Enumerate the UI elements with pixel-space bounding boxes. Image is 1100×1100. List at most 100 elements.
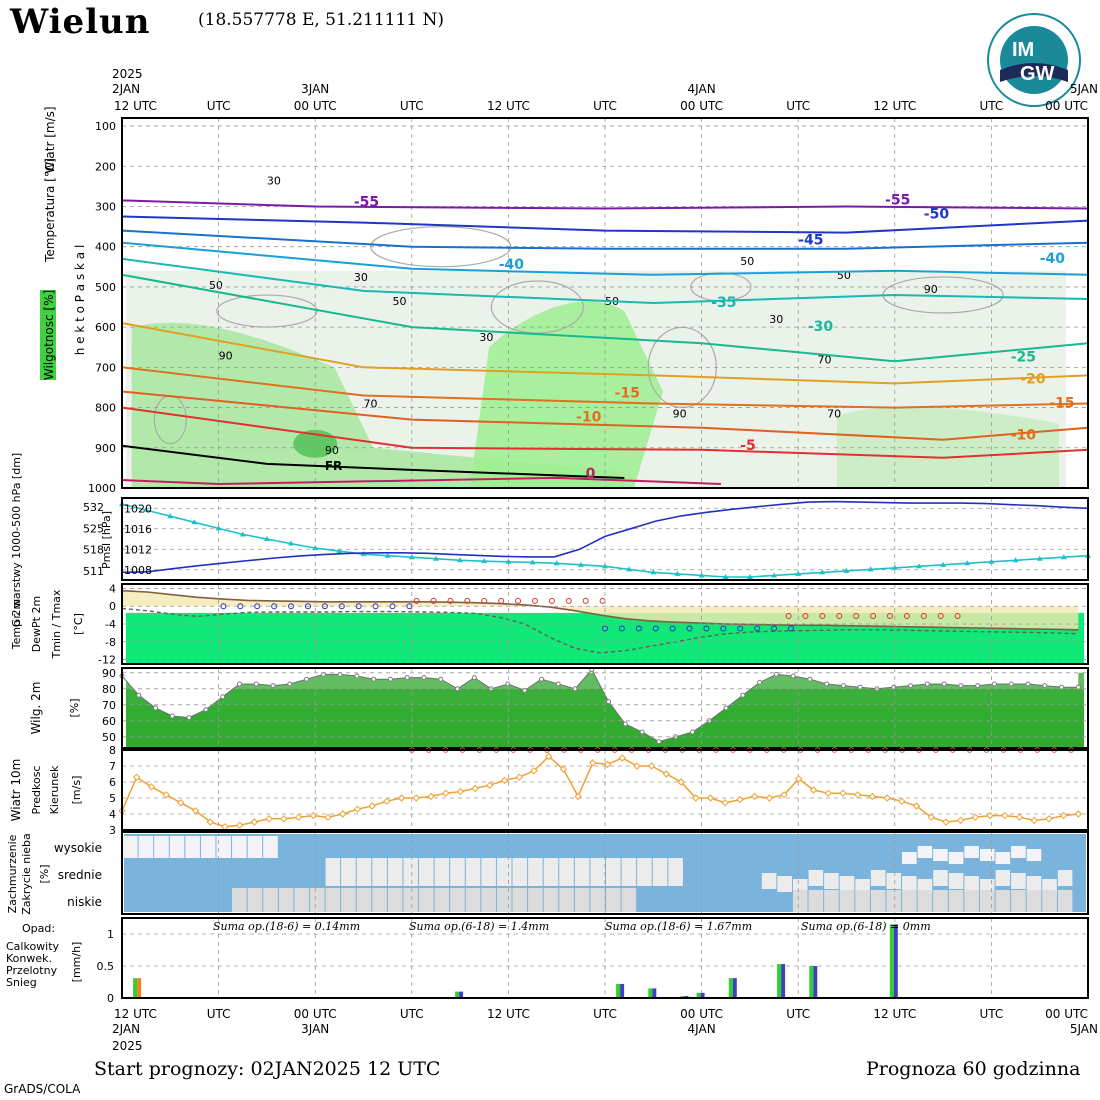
cloud-mid-26 (528, 858, 543, 886)
wind-speed-marker-54 (912, 802, 921, 810)
wind-speed-marker-24 (471, 784, 479, 793)
cloud-low-13 (325, 888, 341, 912)
cloud-mid-31 (606, 858, 621, 886)
pressure-tick-5: 600 (95, 321, 116, 334)
top-time-label-2: 00 UTC (294, 99, 337, 113)
cloud-low-18 (403, 888, 419, 912)
cloud-mid-13 (325, 858, 341, 886)
tmax-marker-22 (954, 613, 961, 619)
bottom-time-label-5: UTC (593, 1007, 617, 1021)
cloud-mid-27 (543, 858, 559, 886)
temp-area (122, 590, 1079, 630)
precip-tick-2: 1 (107, 928, 114, 941)
cloud-mid-19 (419, 858, 434, 886)
tmin-marker-19 (720, 625, 727, 632)
precip-total-bar-4 (648, 988, 653, 998)
tmax-marker-21 (937, 613, 944, 619)
cloud-label-1: Zachmurzenie (6, 834, 19, 913)
humidity-marker-51 (975, 683, 981, 689)
humidity-marker-55 (1042, 683, 1048, 689)
cloud-low-51 (917, 890, 933, 912)
wind-speed-marker-58 (971, 813, 980, 821)
wind-speed-marker-38 (677, 778, 685, 786)
humidity-marker-23 (505, 681, 511, 687)
tmax-marker-13 (802, 613, 809, 619)
bottom-year-label: 2025 (112, 1039, 143, 1053)
tmin-marker-17 (686, 625, 693, 632)
wind-panel: 3 4 5 6 7 8 Wiatr 10m Predkosc Kierunek [m/s] (9, 744, 1089, 837)
cloud-low-7 (232, 888, 247, 912)
tmin-marker-23 (787, 625, 794, 632)
wind-speed-marker-62 (1030, 816, 1038, 825)
humidity-marker-54 (1025, 681, 1031, 687)
bottom-time-label-9: UTC (980, 1007, 1004, 1021)
cloud-low-45 (824, 890, 839, 912)
humidity-line (121, 668, 1079, 743)
wind-speed-marker-57 (956, 816, 965, 825)
humidity-label-4: 70 (364, 398, 378, 411)
humidity-marker-43 (840, 683, 846, 689)
thickness-axis-label: Gr. warstwy 1000-500 hPa [dm] (10, 453, 23, 627)
humidity-marker-47 (908, 683, 914, 689)
tmax-marker-0 (413, 597, 420, 604)
humidity-marker-25 (538, 676, 544, 682)
precip-legend-3: Snieg (6, 976, 37, 989)
top-time-label-10: 00 UTC (1045, 99, 1088, 113)
cloud-low-21 (450, 888, 465, 912)
humidity-label-11: 50 (740, 255, 754, 268)
press-frame (121, 497, 1089, 581)
humidity-marker-14 (354, 673, 360, 679)
thickness-marker-23 (674, 570, 681, 576)
bottom-time-label-4: 12 UTC (487, 1007, 530, 1021)
isotherm-label-4: -40 (499, 257, 525, 273)
cloud-mid-58 (1026, 876, 1042, 892)
wind-tick-0: 3 (109, 824, 116, 837)
wind-speed-marker-48 (824, 789, 832, 797)
thickness-marker-38 (1036, 555, 1043, 561)
humidity-marker-31 (639, 729, 645, 735)
cloud-mid-48 (870, 870, 886, 886)
thickness-marker-39 (1060, 554, 1067, 560)
wind-speed-marker-30 (559, 765, 568, 773)
humidity-marker-36 (723, 705, 729, 711)
precip-type-bar-9 (813, 966, 818, 998)
tmin-marker-13 (618, 625, 625, 632)
isotherm-label-11: -15 (1049, 396, 1074, 412)
precip-legend-title: Opad: (22, 922, 55, 935)
isotherm-label-5: -40 (1040, 251, 1066, 267)
cloud-low-24 (496, 888, 512, 912)
cloud-low-10 (278, 888, 294, 912)
top-time-label-0: 12 UTC (114, 99, 157, 113)
thickness-marker-3 (191, 519, 198, 525)
cloud-low-12 (309, 888, 325, 912)
humidity-tick-0: 50 (102, 731, 116, 744)
humidity-marker-30 (622, 721, 628, 727)
cloud-mid-50 (902, 876, 917, 892)
wind-frame (121, 749, 1089, 831)
humidity-marker-29 (606, 699, 612, 705)
wind-speed-marker-3 (162, 791, 170, 799)
cloud-high-51 (917, 846, 933, 858)
pressure-tick-4: 500 (95, 281, 116, 294)
wind-speed-marker-59 (986, 811, 994, 820)
humidity-label-10: 30 (479, 331, 493, 344)
cloud-mid-42 (777, 876, 792, 892)
cloud-mid-53 (948, 873, 964, 889)
precip-type-bar-6 (700, 992, 705, 998)
wind-speed-line (121, 755, 1079, 828)
wind-speed-marker-65 (1074, 810, 1083, 818)
tmin-marker-14 (635, 625, 642, 632)
logo-text-gw: GW (1020, 63, 1055, 85)
humidity-marker-8 (253, 681, 259, 687)
wind-speed-marker-34 (618, 754, 626, 762)
cloud-high-8 (247, 836, 263, 858)
wind-speed-marker-16 (353, 805, 362, 813)
precip-type-bar-7 (732, 978, 737, 998)
cloud-mid-15 (356, 858, 372, 886)
tmax-marker-18 (886, 613, 893, 619)
pressure-tick-9: 1000 (88, 482, 116, 495)
tminmax-axis-label: Tmin / Tmax (50, 589, 63, 659)
humidity-marker-49 (941, 681, 947, 687)
bottom-date-label-2: 4JAN (688, 1022, 716, 1036)
